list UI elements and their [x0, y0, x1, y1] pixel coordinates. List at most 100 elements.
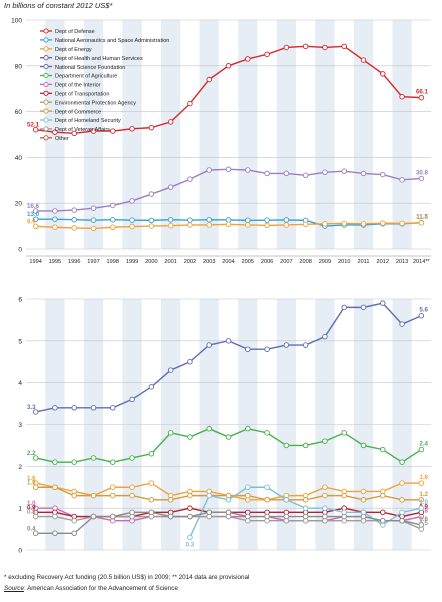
hhs-point: [245, 167, 251, 173]
x-tick-label: 2010: [338, 259, 350, 265]
veterans-point: [52, 513, 58, 520]
commerce-point: [322, 484, 328, 491]
top-band: [392, 20, 412, 249]
agriculture-point: [71, 459, 77, 465]
agriculture-point: [360, 442, 367, 449]
veterans-point: [71, 517, 77, 524]
top-band: [161, 20, 181, 249]
nasa-point: [129, 217, 135, 223]
commerce-point: [399, 480, 405, 486]
defense-point: [418, 94, 425, 101]
defense-point: [52, 129, 58, 135]
agriculture-point: [341, 430, 347, 436]
nsf-point: [360, 304, 367, 311]
x-tick-label: 2012: [377, 259, 389, 265]
legend-swatch-marker: [43, 108, 49, 114]
interior-point: [167, 497, 174, 503]
chart-subtitle: In billions of constant 2012 US$*: [4, 1, 113, 10]
x-tick-label: 2011: [357, 259, 369, 265]
legend-label: Dept of Homeland Security: [55, 118, 121, 124]
defense-point: [167, 119, 174, 125]
top-y-tick-label: 80: [15, 63, 23, 70]
legend-swatch-marker: [43, 64, 49, 70]
defense-point: [32, 126, 39, 133]
legend-swatch-marker: [43, 126, 49, 132]
hhs-point: [264, 170, 270, 177]
energy-point: [187, 222, 193, 228]
other-point: [360, 513, 367, 520]
other-point: [341, 513, 347, 520]
hhs-point: [206, 167, 212, 173]
legend-label: Dept of Commerce: [55, 109, 101, 115]
commerce-first-label: 1.6: [27, 475, 36, 482]
legend-swatch-marker: [43, 99, 49, 105]
interior-point: [399, 497, 405, 503]
transportation-point: [380, 509, 386, 516]
interior-last-label: 1.2: [419, 491, 428, 498]
x-tick-label: 2007: [280, 259, 292, 265]
top-band: [83, 20, 104, 249]
commerce-point: [129, 484, 135, 491]
energy-point: [322, 221, 328, 227]
agriculture-point: [302, 442, 309, 449]
nsf-point: [206, 342, 212, 348]
interior-first-label: 1.5: [27, 479, 36, 486]
x-tick-label: 1999: [126, 259, 138, 265]
homeland-point: [418, 505, 425, 511]
legend-swatch-marker: [43, 46, 49, 52]
other-point: [71, 530, 77, 537]
nasa-point: [167, 216, 174, 223]
other-point: [418, 522, 425, 528]
other-point: [167, 513, 174, 520]
interior-point: [187, 492, 193, 499]
other-point: [90, 513, 97, 520]
energy-point: [167, 222, 174, 229]
nsf-point: [32, 409, 39, 415]
legend-label: Environmental Protection Agency: [55, 100, 136, 106]
agriculture-point: [418, 446, 425, 453]
hhs-point: [341, 168, 347, 174]
homeland-first-label: 0.3: [186, 541, 195, 548]
defense-point: [302, 43, 309, 50]
commerce-point: [360, 488, 367, 495]
top-band: [199, 20, 219, 249]
homeland-point: [245, 484, 251, 491]
nsf-point: [110, 405, 116, 411]
defense-point: [110, 128, 116, 134]
hhs-point: [90, 205, 97, 211]
energy-point: [380, 220, 386, 226]
interior-point: [302, 497, 309, 503]
homeland-point: [206, 492, 212, 499]
hhs-point: [302, 172, 309, 179]
energy-point: [360, 221, 367, 227]
other-point: [399, 517, 405, 524]
hhs-point: [129, 198, 135, 204]
energy-point: [418, 220, 425, 226]
top-y-tick-label: 60: [15, 109, 23, 116]
other-last-label: 0.6: [419, 516, 428, 523]
interior-point: [71, 492, 77, 499]
energy-first-label: 9.9: [27, 218, 36, 225]
nsf-point: [245, 346, 251, 352]
x-tick-label: 2000: [145, 259, 157, 265]
nsf-point: [341, 304, 347, 311]
nsf-point: [187, 359, 193, 365]
hhs-point: [399, 177, 405, 183]
bottom-y-tick-label: 1: [18, 506, 22, 513]
bottom-y-tick-label: 3: [18, 422, 22, 429]
veterans-point: [32, 513, 39, 520]
nasa-point: [283, 217, 290, 223]
energy-point: [71, 225, 77, 231]
energy-point: [245, 222, 251, 228]
hhs-point: [167, 184, 174, 190]
agriculture-point: [206, 425, 212, 432]
hhs-point: [187, 176, 193, 182]
legend-swatch-marker: [43, 55, 49, 61]
commerce-last-label: 1.6: [419, 474, 428, 481]
hhs-point: [148, 191, 155, 197]
nasa-point: [264, 217, 270, 223]
energy-point: [32, 223, 39, 230]
bottom-y-tick-label: 2: [18, 464, 22, 471]
defense-point: [283, 44, 290, 51]
